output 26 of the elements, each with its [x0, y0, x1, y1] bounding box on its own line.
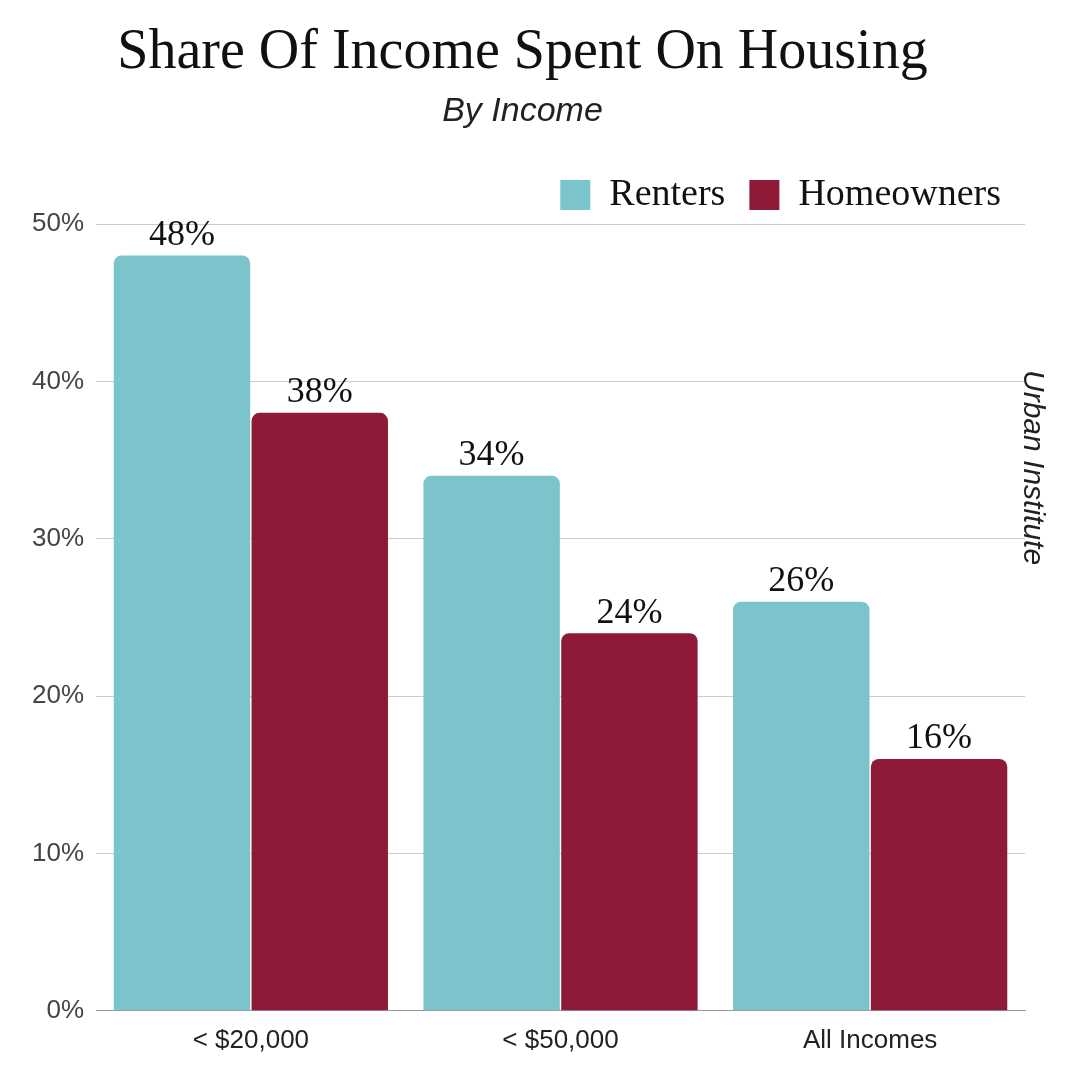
y-tick-label: 30% [31, 521, 85, 552]
x-tick-label: All Incomes [802, 1023, 938, 1054]
legend-label: Renters [609, 170, 726, 213]
data-label: 38% [286, 370, 353, 411]
data-label: 16% [906, 716, 973, 757]
data-label: 24% [596, 590, 663, 631]
bar [561, 633, 698, 1011]
bar [733, 601, 870, 1011]
data-label: 48% [148, 212, 215, 253]
x-tick-label: < $50,000 [502, 1023, 619, 1054]
annotation: Urban Institute [1017, 370, 1051, 566]
chart-title: Share Of Income Spent On Housing [117, 18, 928, 81]
y-tick-label: 20% [31, 679, 85, 710]
data-label: 26% [768, 559, 835, 600]
bar [870, 759, 1008, 1011]
bar [251, 412, 388, 1011]
y-tick-label: 50% [31, 207, 85, 238]
data-label: 34% [458, 433, 525, 474]
y-tick-label: 0% [46, 993, 85, 1024]
legend-label: Homeowners [798, 170, 1002, 213]
bar [423, 475, 560, 1011]
y-tick-label: 10% [31, 836, 85, 867]
bar [113, 255, 251, 1011]
y-tick-label: 40% [31, 364, 85, 395]
x-tick-label: < $20,000 [192, 1023, 310, 1054]
chart-subtitle: By Income [442, 90, 603, 129]
